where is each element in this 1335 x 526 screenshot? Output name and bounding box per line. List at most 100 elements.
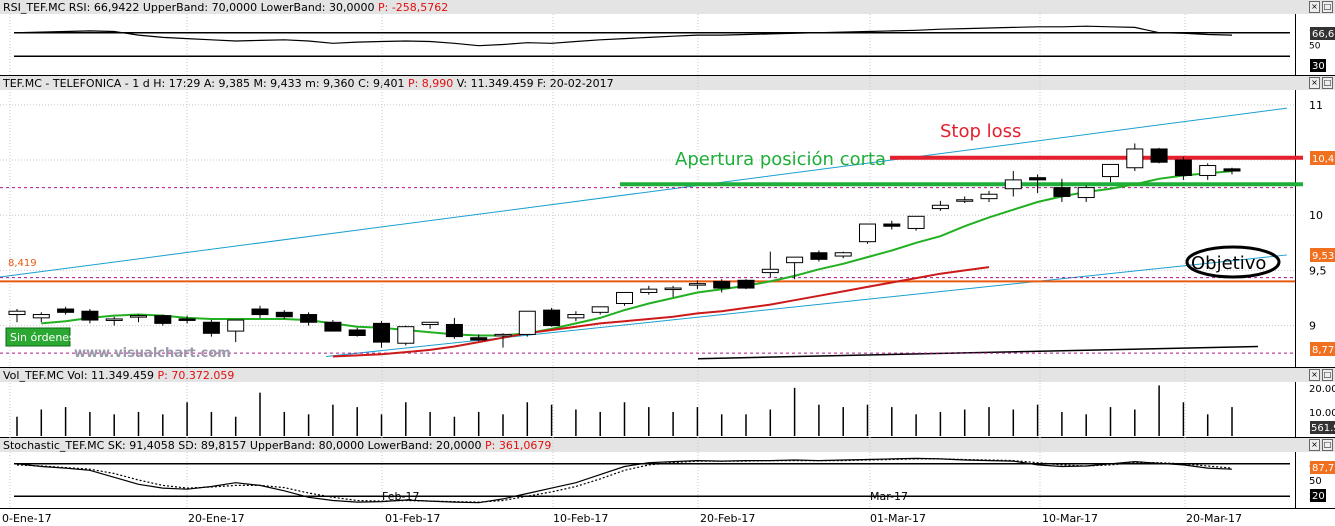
candle-26 bbox=[640, 285, 658, 295]
x-tick-label-7: 20-Mar-17 bbox=[1186, 512, 1242, 525]
stoch-band-badge bbox=[1310, 489, 1326, 502]
candle-body-21 bbox=[518, 310, 536, 335]
stoch-close-button[interactable]: × bbox=[1309, 439, 1320, 451]
support-black-line bbox=[697, 345, 1259, 360]
price-header: TEF.MC - TELEFONICA - 1 d H: 17:29 A: 9,… bbox=[3, 77, 614, 91]
stoch-current-text: 87,77 bbox=[1312, 463, 1335, 474]
x-tick-label-6: 10-Mar-17 bbox=[1042, 512, 1098, 525]
price-maximize-button[interactable]: □ bbox=[1322, 77, 1333, 89]
vol-current-badge bbox=[1310, 421, 1335, 434]
candle-body-28 bbox=[688, 283, 706, 286]
price-h: H: 17:29 bbox=[153, 77, 201, 90]
candle-body-10 bbox=[251, 308, 269, 316]
candle-body-25 bbox=[616, 291, 633, 305]
candle-body-4 bbox=[105, 318, 123, 321]
ma-green-series bbox=[41, 170, 1233, 337]
candle-body-6 bbox=[154, 315, 172, 324]
price-tick-label-0: 9 bbox=[1309, 320, 1316, 333]
candle-7 bbox=[178, 315, 196, 324]
candle-36 bbox=[883, 220, 901, 230]
candle-37 bbox=[907, 215, 925, 231]
candle-35 bbox=[859, 223, 876, 244]
candle-1 bbox=[32, 312, 50, 323]
candle-14 bbox=[348, 327, 366, 337]
x-tick-label-2: 01-Feb-17 bbox=[385, 512, 440, 525]
candle-body-39 bbox=[956, 199, 974, 202]
x-tick-label-1: 20-Ene-17 bbox=[188, 512, 245, 525]
stoch-upper: UpperBand: 80,0000 bbox=[249, 439, 365, 452]
candle-27 bbox=[664, 285, 682, 297]
candle-22 bbox=[543, 307, 561, 327]
rsi-value: RSI: 66,9422 bbox=[68, 1, 140, 14]
price-m: M: 9,433 bbox=[253, 77, 302, 90]
stoch-sk: SK: 91,4058 bbox=[107, 439, 175, 452]
candle-2 bbox=[57, 306, 75, 315]
candle-body-27 bbox=[664, 287, 682, 291]
candle-body-22 bbox=[543, 309, 561, 327]
rsi-close-button[interactable]: × bbox=[1309, 1, 1320, 13]
rsi-upper: UpperBand: 70,0000 bbox=[142, 1, 258, 14]
level-8419-label: 8,419 bbox=[8, 258, 37, 269]
sin-ordenes-badge[interactable] bbox=[5, 327, 71, 347]
stoch-name: Stochastic_TEF.MC bbox=[3, 439, 105, 452]
candle-body-48 bbox=[1174, 159, 1192, 176]
candle-6 bbox=[154, 314, 172, 326]
rsi-series bbox=[16, 25, 1233, 47]
candle-body-14 bbox=[348, 329, 366, 337]
candle-4 bbox=[105, 316, 123, 326]
vol-maximize-button[interactable]: □ bbox=[1322, 369, 1333, 381]
stop-loss-label: Stop loss bbox=[940, 121, 1021, 142]
candle-13 bbox=[324, 320, 342, 332]
candle-body-37 bbox=[907, 215, 925, 229]
rsi-name: RSI_TEF.MC bbox=[3, 1, 66, 14]
price-current-text: 10,4 bbox=[1312, 154, 1334, 165]
rsi-band-badge bbox=[1310, 59, 1326, 72]
rsi-current-text: 66,63 bbox=[1312, 29, 1335, 40]
candle-body-24 bbox=[591, 306, 609, 313]
candle-body-8 bbox=[202, 321, 220, 334]
price-min: m: 9,360 bbox=[305, 77, 355, 90]
price-tick-label-4: 11 bbox=[1309, 99, 1323, 112]
price-target-text: 9,53 bbox=[1312, 251, 1334, 262]
candle-body-13 bbox=[324, 321, 342, 332]
stoch-sd-series bbox=[16, 458, 1233, 503]
stoch-maximize-button[interactable]: □ bbox=[1322, 439, 1333, 451]
x-tick-label-0: 0-Ene-17 bbox=[2, 512, 52, 525]
candle-body-38 bbox=[931, 204, 949, 210]
candle-8 bbox=[202, 320, 220, 337]
price-close-button[interactable]: × bbox=[1309, 77, 1320, 89]
candle-25 bbox=[616, 291, 633, 306]
x-tick-label-5: 01-Mar-17 bbox=[870, 512, 926, 525]
candle-body-44 bbox=[1077, 187, 1095, 199]
candle-19 bbox=[470, 334, 488, 342]
candle-body-18 bbox=[445, 323, 463, 338]
ma-red-series bbox=[332, 266, 990, 358]
candle-39 bbox=[956, 196, 974, 204]
vol-current-text: 561.9 bbox=[1311, 423, 1335, 434]
candle-body-2 bbox=[57, 308, 75, 313]
price-name: TEF.MC - TELEFONICA - bbox=[3, 77, 129, 90]
candle-body-19 bbox=[470, 337, 488, 341]
candle-body-36 bbox=[883, 223, 901, 227]
candle-16 bbox=[397, 325, 415, 346]
rsi-maximize-button[interactable]: □ bbox=[1322, 1, 1333, 13]
candle-46 bbox=[1126, 143, 1144, 172]
rsi-tick-label-1: 50 bbox=[1309, 42, 1321, 52]
candle-body-42 bbox=[1029, 177, 1047, 181]
candle-body-41 bbox=[1004, 179, 1022, 190]
price-tick-label-1: 9,5 bbox=[1309, 264, 1327, 277]
candle-body-43 bbox=[1053, 187, 1071, 197]
price-v: V: 11.349.459 bbox=[456, 77, 534, 90]
price-a: A: 9,385 bbox=[203, 77, 250, 90]
vol-close-button[interactable]: × bbox=[1309, 369, 1320, 381]
candle-11 bbox=[275, 310, 293, 319]
candle-33 bbox=[810, 250, 828, 262]
vol-header: Vol_TEF.MC Vol: 11.349.459 P: 70.372.059 bbox=[3, 369, 234, 383]
candle-17 bbox=[421, 321, 439, 329]
candle-body-23 bbox=[567, 314, 585, 319]
price-target-badge bbox=[1310, 248, 1335, 262]
x-tick-label-3: 10-Feb-17 bbox=[553, 512, 608, 525]
sin-ordenes-label: Sin órdenes bbox=[10, 331, 75, 344]
vol-value: Vol: 11.349.459 bbox=[67, 369, 155, 382]
